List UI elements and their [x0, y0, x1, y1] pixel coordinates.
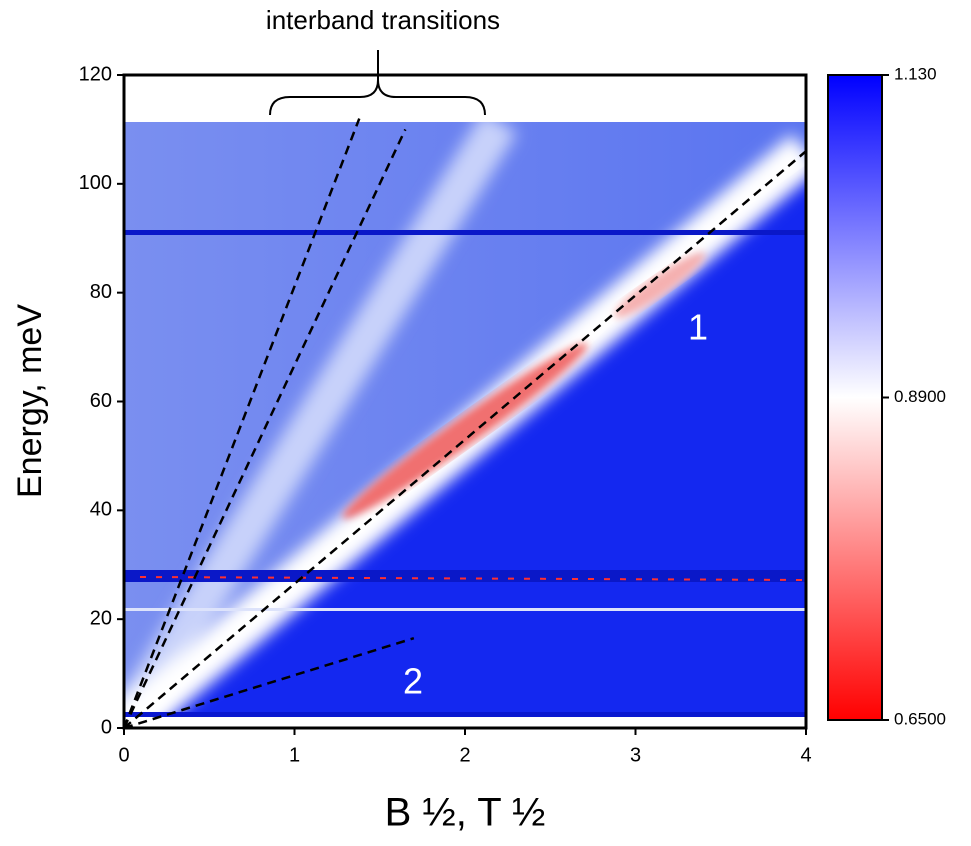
- colorbar-tick-label: 0.8900: [894, 387, 946, 406]
- y-tick-label: 120: [79, 63, 112, 85]
- annotation: 2: [403, 661, 423, 702]
- dashed-line: [122, 128, 407, 729]
- bracket: [269, 50, 486, 116]
- x-tick-label: 3: [630, 744, 641, 766]
- x-tick-label: 1: [289, 744, 300, 766]
- colorbar-tick-label: 0.6500: [894, 709, 946, 728]
- y-tick-label: 40: [90, 499, 112, 521]
- heatmap: [124, 122, 806, 717]
- y-tick-label: 0: [101, 716, 112, 738]
- y-tick-label: 60: [90, 390, 112, 412]
- y-axis-label: Energy, meV: [11, 304, 49, 498]
- x-tick-label: 2: [459, 744, 470, 766]
- x-axis-label: B ½, T ½: [385, 791, 546, 835]
- dashed-line: [123, 637, 415, 730]
- y-tick-label: 100: [79, 172, 112, 194]
- annotation: interband transitions: [266, 5, 500, 35]
- y-tick-label: 80: [90, 281, 112, 303]
- x-tick-label: 4: [800, 744, 811, 766]
- colorbar-tick-label: 1.130: [894, 64, 937, 83]
- colorbar: [827, 74, 883, 721]
- dashed-line: [122, 118, 361, 729]
- y-tick-label: 20: [90, 607, 112, 629]
- x-tick-label: 0: [118, 744, 129, 766]
- annotation: 1: [688, 307, 708, 348]
